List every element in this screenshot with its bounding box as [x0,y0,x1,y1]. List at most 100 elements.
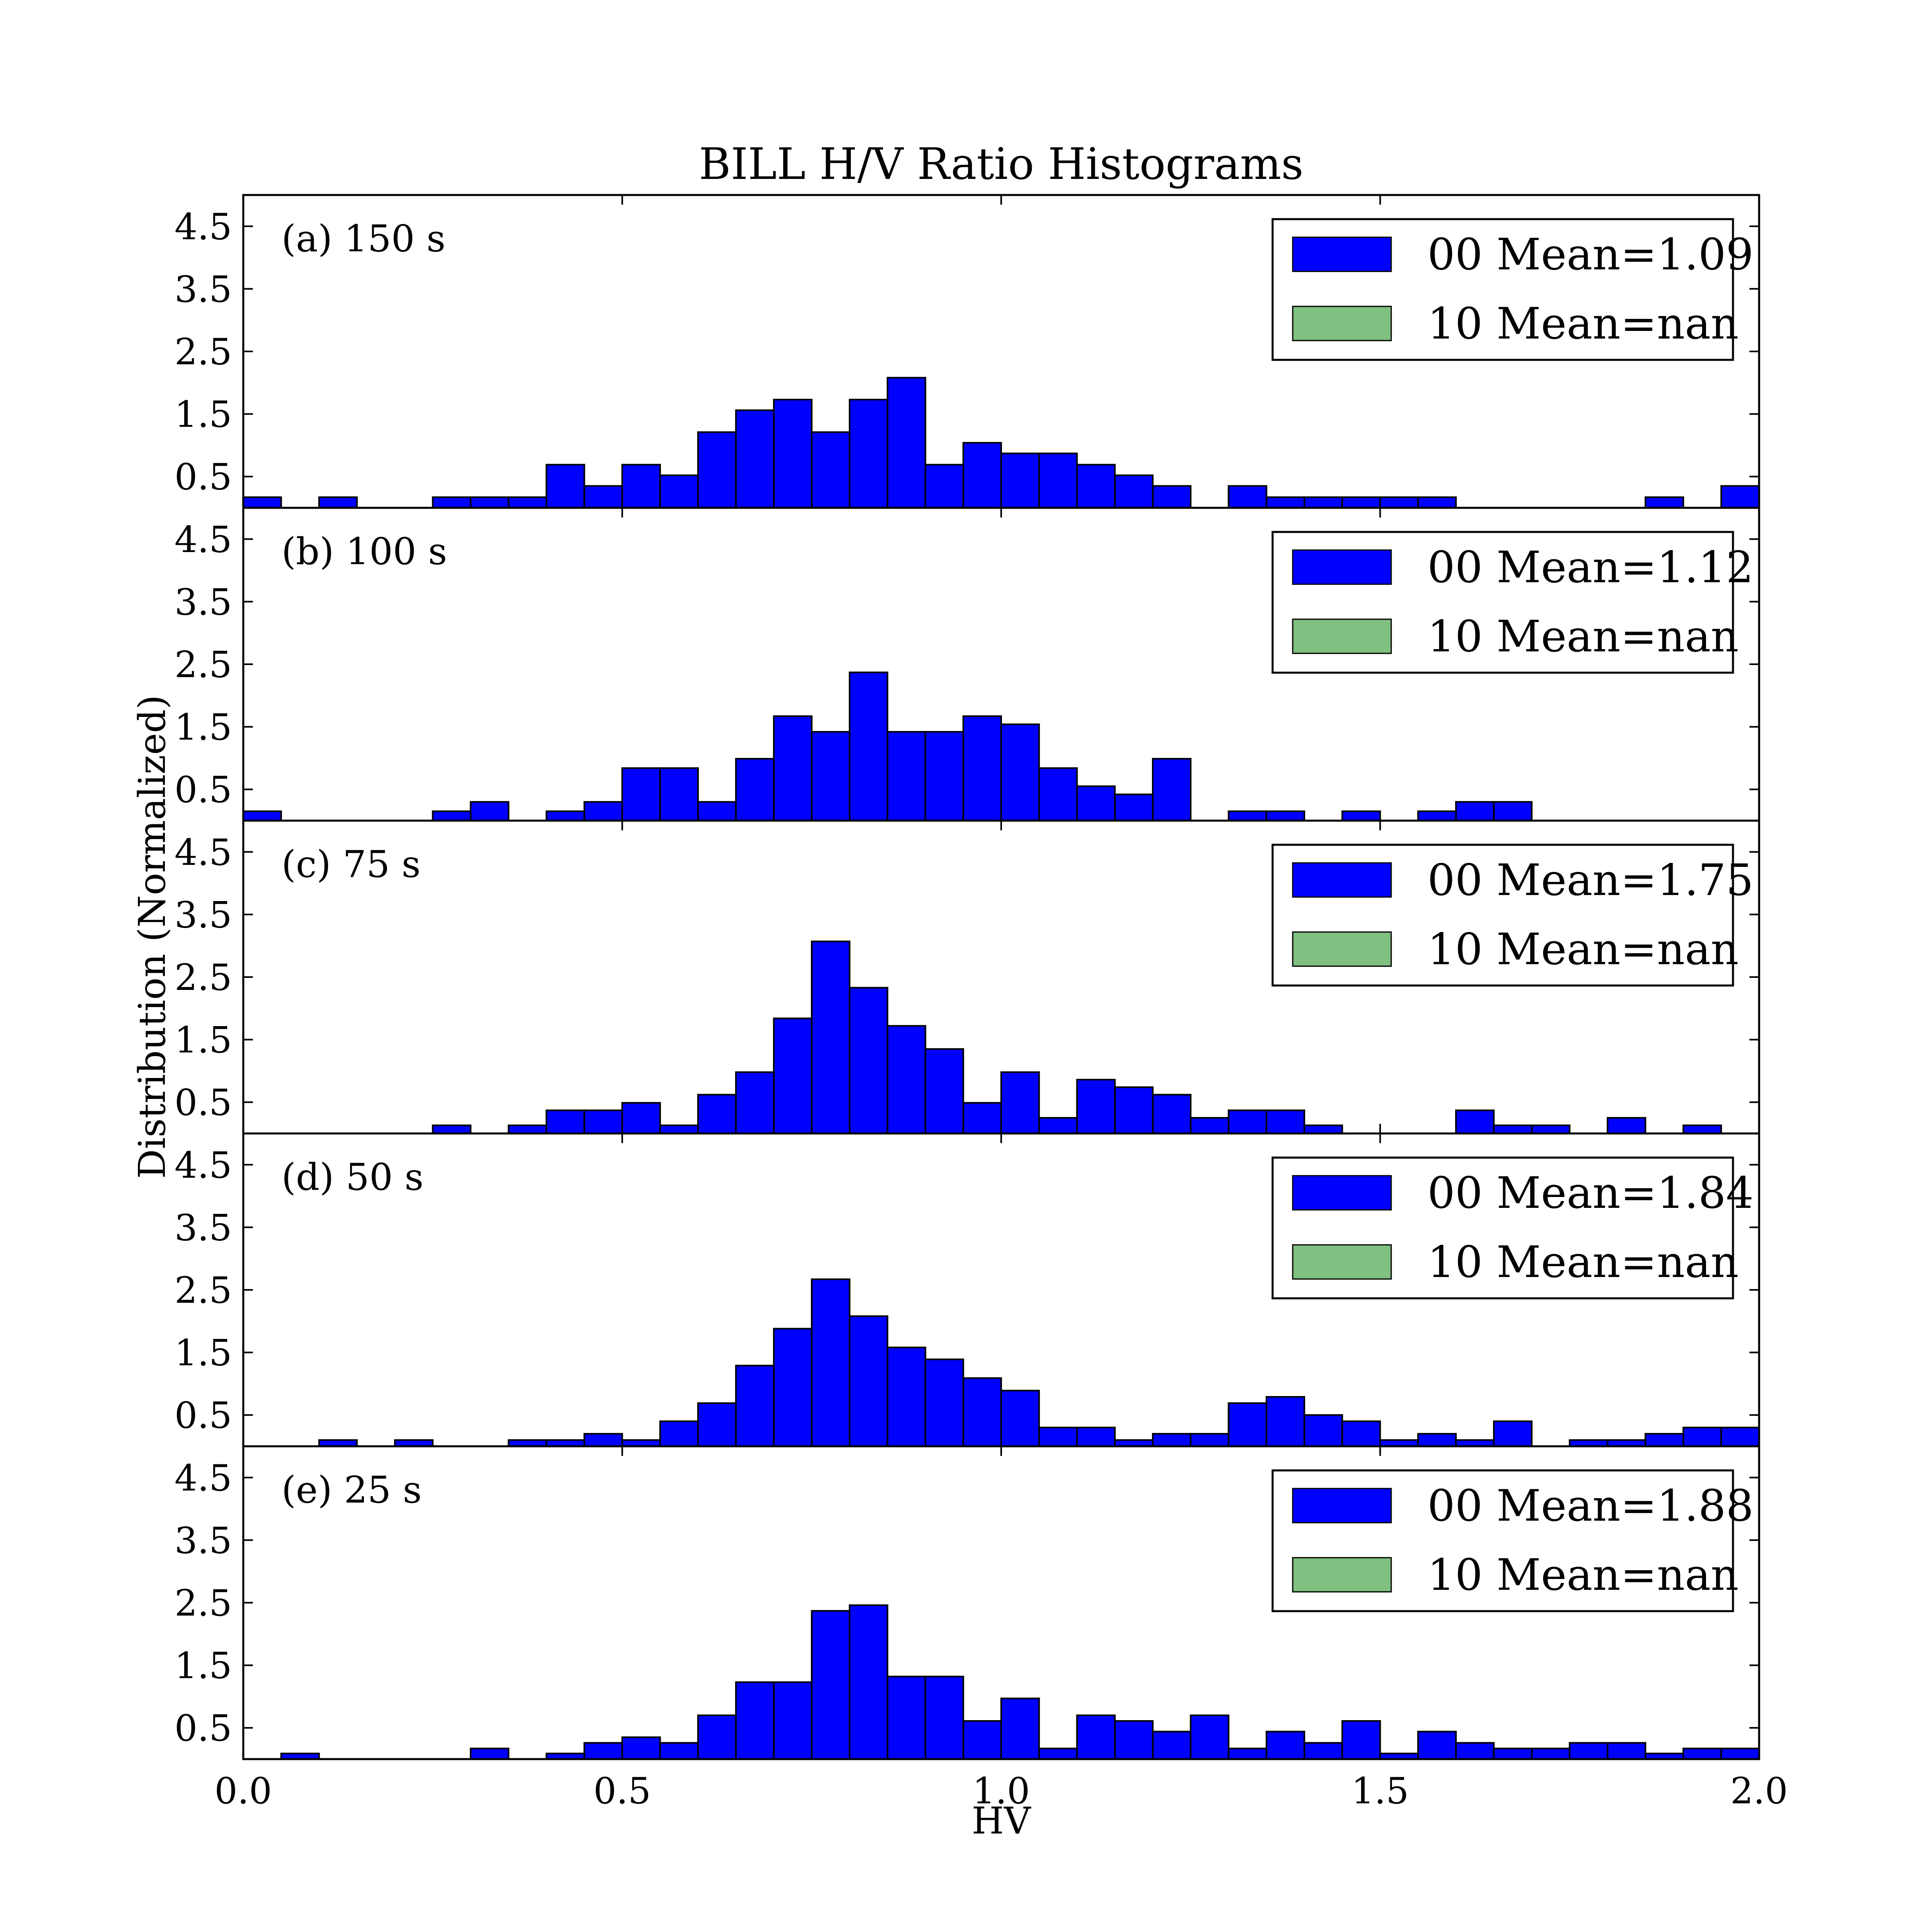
histogram-bar [811,431,850,509]
panel-frame [242,1445,1760,1760]
histogram-bar [1417,810,1457,822]
histogram-bar [735,1071,775,1134]
histogram-bar [887,377,926,509]
histogram-bar [621,1102,661,1135]
y-tick-label: 4.5 [175,206,232,248]
histogram-bar [1720,1747,1760,1760]
histogram-bar [697,1094,737,1135]
y-tick-label: 0.5 [175,1082,232,1124]
histogram-bar [1038,1117,1078,1135]
histogram-bar [621,1736,661,1760]
legend-swatch [1292,1488,1392,1523]
histogram-bar [924,1675,964,1760]
histogram-bar [924,1358,964,1447]
legend-swatch [1292,1244,1392,1280]
histogram-bar [1341,1720,1381,1760]
histogram-bar [697,1714,737,1760]
histogram-bar [1076,464,1116,509]
histogram-bar [773,1017,813,1135]
histogram-bar [1190,1433,1230,1447]
histogram-bar [1607,1742,1647,1760]
histogram-bar [849,987,889,1134]
histogram-panel: 0.5 1.5 2.5 3.5 4.5 (b) 100 s 00 Mean=1.12 10 M… [175,507,1760,822]
histogram-bar [546,464,585,509]
legend-entry: 00 Mean=1.84 [1427,1168,1753,1218]
histogram-bar [773,1328,813,1447]
histogram-bar [1720,485,1760,509]
histogram-bar [1228,1747,1267,1760]
histogram-bar [1152,1094,1192,1135]
histogram-bar [1341,1420,1381,1447]
histogram-bar [546,810,585,822]
histogram-bar [1000,1698,1040,1760]
histogram-bar [1455,1109,1495,1134]
histogram-bar [1682,1747,1722,1760]
histogram-bar [1000,723,1040,821]
histogram-bar [1076,785,1116,822]
y-tick-label: 2.5 [175,644,232,686]
histogram-bar [432,1124,472,1134]
histogram-bar [1228,485,1267,509]
histogram-bar [318,496,358,509]
histogram-bar [811,731,850,821]
histogram-bar [621,767,661,822]
y-tick-label: 2.5 [175,1269,232,1312]
histogram-panel: 0.5 1.5 2.5 3.5 4.5 (a) 150 s 00 Mean=1.09 10 M… [175,194,1760,509]
panel-label: (a) 150 s [281,217,446,260]
histogram-bar [659,767,699,822]
x-tick-label: 0.0 [214,1770,272,1812]
legend-swatch [1292,549,1392,585]
histogram-bar [1493,1124,1533,1134]
histogram-bar [659,1420,699,1447]
legend: 00 Mean=1.75 10 Mean=nan [1271,844,1753,987]
histogram-bar [1341,810,1381,822]
y-tick-label: 2.5 [175,957,232,999]
histogram-bar [962,442,1002,509]
legend-swatch [1292,862,1392,898]
histogram-bar [1265,1396,1305,1447]
legend-swatch [1292,236,1392,272]
figure-title: BILL H/V Ratio Histograms [699,139,1304,189]
y-tick-label: 0.5 [175,769,232,811]
legend-entry: 00 Mean=1.09 [1427,230,1753,280]
histogram-bar [697,431,737,509]
histogram-bar [887,731,926,821]
histogram-bar [583,801,623,821]
histogram-bar [1190,1714,1230,1760]
histogram-panel: 0.5 1.5 2.5 3.5 4.5 (d) 50 s 00 Mean=1.84 10 Me… [175,1132,1760,1447]
legend-swatch [1292,931,1392,967]
histogram-panel: 0.5 1.5 2.5 3.5 4.5 (e) 25 s 00 Mean=1.88 10 Me… [175,1445,1760,1760]
histogram-bar [962,715,1002,821]
histogram-bar [583,485,623,509]
histogram-bar [470,496,509,509]
histogram-bar [924,731,964,821]
legend: 00 Mean=1.84 10 Mean=nan [1271,1156,1753,1300]
histogram-bar [1228,810,1267,822]
y-tick-label: 1.5 [175,1019,232,1061]
histogram-bar [1493,1420,1533,1447]
y-tick-label: 0.5 [175,1394,232,1437]
histogram-bar [1682,1124,1722,1134]
histogram-bar [811,1610,850,1760]
histogram-bar [962,1102,1002,1135]
histogram-bar [507,496,547,509]
histogram-bar [773,398,813,509]
legend-entry: 00 Mean=1.75 [1427,855,1753,905]
histogram-bar [659,1124,699,1134]
histogram-bar [1190,1117,1230,1135]
x-tick-label: 2.0 [1730,1770,1788,1812]
histogram-bar [1720,1427,1760,1447]
histogram-bar [1569,1742,1608,1760]
y-tick-label: 1.5 [175,1332,232,1374]
x-tick-label: 0.5 [593,1770,651,1812]
histogram-bar [621,464,661,509]
histogram-bar [849,1315,889,1447]
histogram-bar [849,671,889,822]
legend-swatch [1292,1175,1392,1211]
histogram-bar [811,1278,850,1447]
histogram-bar [1607,1117,1647,1135]
histogram-bar [1114,793,1154,821]
histogram-bar [924,464,964,509]
histogram-bar [1265,496,1305,509]
